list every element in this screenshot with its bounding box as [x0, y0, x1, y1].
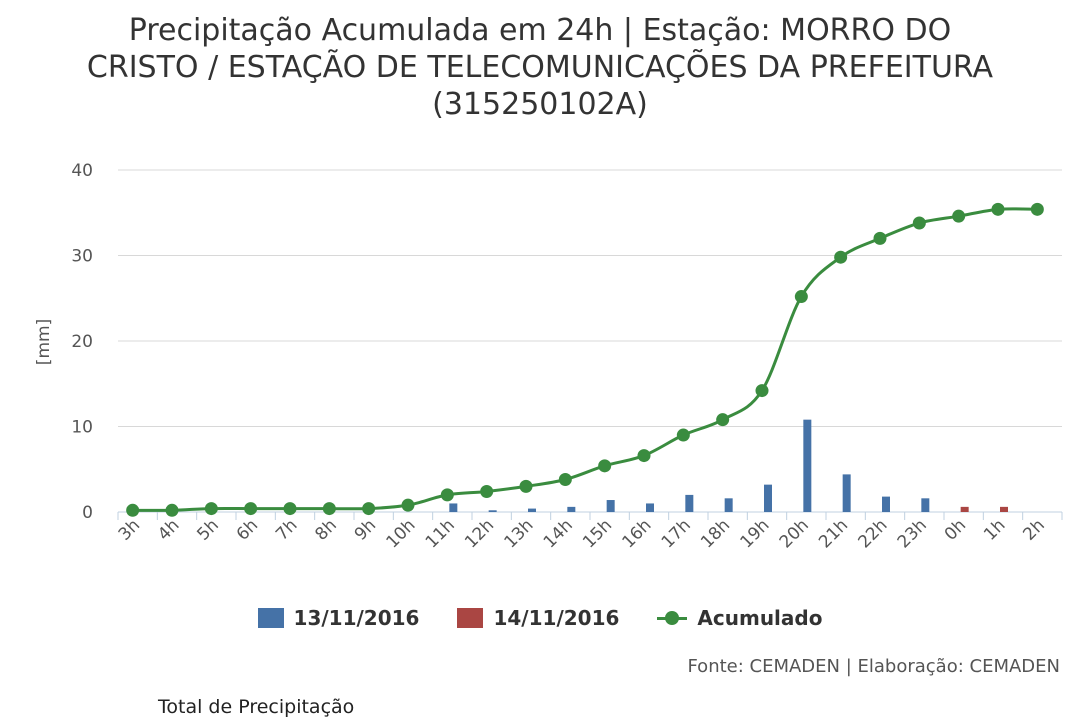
x-tick-label: 4h — [154, 515, 183, 544]
x-tick-label: 21h — [815, 515, 852, 552]
accumulated-point-23h — [912, 216, 926, 230]
x-tick-label: 16h — [618, 515, 655, 552]
y-tick-label: 40 — [71, 161, 93, 181]
accumulated-point-3h — [126, 503, 140, 517]
accumulated-point-17h — [676, 428, 690, 442]
bar-series-1-22h — [882, 496, 890, 512]
accumulated-point-4h — [165, 503, 179, 517]
bar-series-1-12h — [488, 510, 497, 512]
legend-item-series-2[interactable]: 14/11/2016 — [457, 606, 619, 630]
bar-series-2-1h — [1000, 506, 1008, 512]
x-tick-label: 12h — [461, 515, 498, 552]
legend-swatch-series-1 — [257, 608, 284, 628]
legend-label-series-2: 14/11/2016 — [493, 606, 620, 630]
y-tick-label: 0 — [82, 503, 93, 523]
accumulated-point-0h — [952, 209, 966, 223]
legend-line-marker-icon — [657, 608, 688, 628]
accumulated-point-16h — [637, 449, 651, 463]
bar-series-1-19h — [764, 484, 772, 512]
bar-series-1-17h — [685, 494, 694, 512]
legend-item-series-1[interactable]: 13/11/2016 — [257, 606, 420, 630]
y-tick-label: 30 — [71, 247, 93, 267]
accumulated-point-1h — [991, 202, 1005, 216]
bar-series-1-21h — [842, 474, 851, 512]
bar-series-2-0h — [960, 506, 969, 512]
footer-label: Total de Precipitação — [158, 696, 355, 718]
accumulated-point-19h — [755, 384, 769, 398]
accumulated-point-15h — [598, 459, 612, 473]
legend-swatch-series-2 — [457, 608, 484, 628]
accumulated-point-21h — [834, 250, 848, 264]
y-axis-label: [mm] — [34, 319, 54, 365]
legend-label-series-1: 13/11/2016 — [293, 606, 420, 630]
bar-series-1-13h — [528, 508, 536, 512]
accumulated-point-7h — [283, 502, 297, 516]
x-tick-label: 1h — [980, 515, 1009, 544]
x-tick-label: 11h — [422, 515, 459, 552]
x-tick-label: 20h — [776, 515, 813, 552]
accumulated-point-13h — [519, 479, 533, 493]
accumulated-point-8h — [322, 502, 336, 516]
x-tick-label: 17h — [658, 515, 695, 552]
bar-series-1-11h — [449, 503, 458, 512]
x-tick-label: 2h — [1019, 515, 1048, 544]
x-tick-label: 15h — [579, 515, 616, 552]
x-tick-label: 5h — [193, 515, 222, 544]
accumulated-point-12h — [480, 484, 494, 498]
bar-series-1-15h — [606, 500, 615, 512]
accumulated-point-6h — [244, 502, 258, 516]
accumulated-line — [132, 207, 1038, 512]
x-tick-label: 19h — [736, 515, 773, 552]
x-tick-label: 3h — [115, 515, 144, 544]
bar-series-1-16h — [646, 503, 654, 512]
accumulated-point-22h — [873, 231, 887, 245]
x-tick-label: 8h — [311, 515, 340, 544]
accumulated-point-20h — [794, 290, 808, 304]
bar-series-1-23h — [921, 498, 930, 512]
accumulated-point-14h — [558, 473, 572, 487]
accumulated-point-5h — [204, 502, 218, 516]
credits-text: Fonte: CEMADEN | Elaboração: CEMADEN — [687, 656, 1060, 677]
x-tick-label: 14h — [540, 515, 577, 552]
x-tick-label: 23h — [894, 515, 931, 552]
x-tick-label: 22h — [854, 515, 891, 552]
x-tick-label: 13h — [500, 515, 537, 552]
x-tick-label: 7h — [272, 515, 301, 544]
accumulated-point-11h — [440, 488, 454, 502]
chart-title: Precipitação Acumulada em 24h | Estação:… — [86, 13, 994, 122]
x-tick-label: 0h — [941, 515, 970, 544]
bar-series-1-20h — [803, 419, 812, 512]
y-tick-label: 20 — [71, 332, 93, 352]
legend-label-series-3: Acumulado — [697, 606, 823, 630]
accumulated-point-18h — [716, 413, 730, 427]
y-tick-label: 10 — [71, 418, 93, 438]
x-tick-label: 9h — [351, 515, 380, 544]
x-tick-label: 10h — [382, 515, 419, 552]
accumulated-point-2h — [1030, 202, 1044, 216]
x-tick-label: 6h — [233, 515, 262, 544]
bar-series-1-18h — [724, 498, 733, 512]
accumulated-point-10h — [401, 498, 415, 512]
accumulated-point-9h — [362, 502, 376, 516]
legend: 13/11/2016 14/11/2016 Acumulado — [0, 606, 1080, 630]
x-tick-label: 18h — [697, 515, 734, 552]
bar-series-1-14h — [567, 506, 576, 512]
legend-item-series-3[interactable]: Acumulado — [657, 606, 822, 630]
